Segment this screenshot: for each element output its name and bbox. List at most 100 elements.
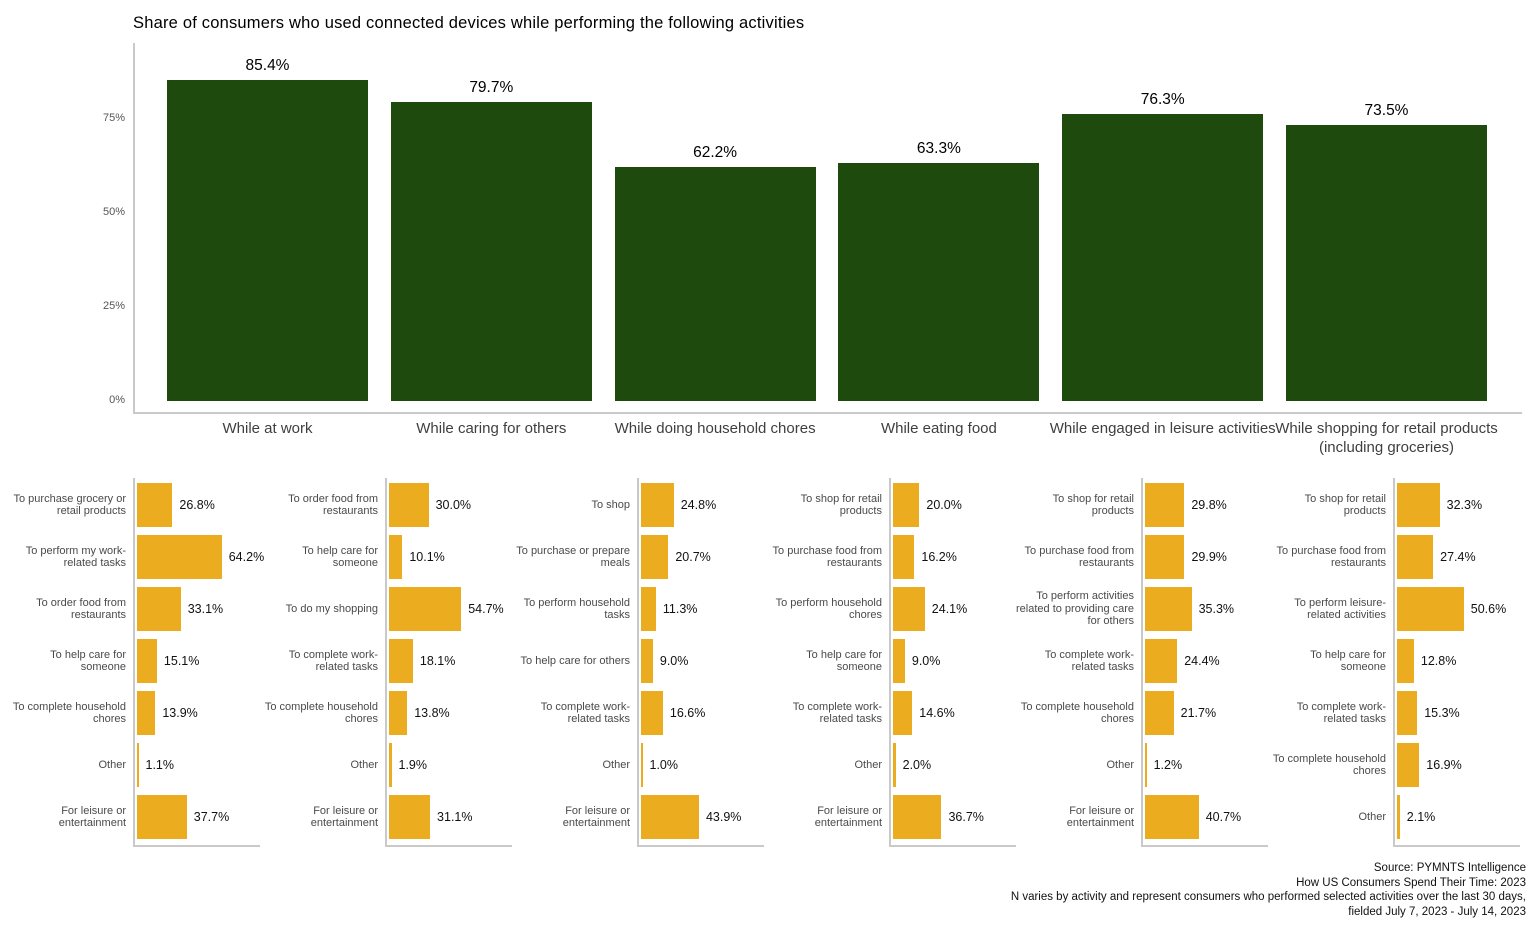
source-line: How US Consumers Spend Their Time: 2023	[1296, 876, 1526, 889]
subchart-category-label: To complete work-related tasks	[1044, 648, 1134, 674]
subchart-category-label: To complete household chores	[1020, 700, 1134, 726]
subchart-bar	[641, 743, 643, 787]
subchart-value-label: 24.1%	[931, 602, 968, 616]
subchart-panel	[385, 478, 512, 847]
subchart-category-label: To complete work-related tasks	[792, 700, 882, 726]
subchart-category-label: To purchase food from restaurants	[1024, 544, 1134, 570]
y-axis-tick-label: 0%	[109, 394, 125, 406]
subchart-category-label: To shop	[591, 498, 630, 511]
subchart-bar	[389, 691, 408, 735]
subchart-panel	[1393, 478, 1520, 847]
subchart-category-label: To help care for someone	[1310, 648, 1386, 674]
subchart-value-label: 50.6%	[1470, 602, 1507, 616]
subchart-value-label: 54.7%	[468, 602, 504, 616]
subchart-value-label: 16.6%	[669, 706, 706, 720]
subchart-bar	[1397, 535, 1434, 579]
subchart-value-label: 12.8%	[1420, 654, 1457, 668]
subchart-category-label: To help care for someone	[302, 544, 378, 570]
bar-value-label: 73.5%	[1364, 102, 1409, 119]
subchart-value-label: 2.0%	[902, 758, 932, 772]
subchart-value-label: 29.9%	[1191, 550, 1227, 564]
subchart-category-label: To help care for someone	[806, 648, 882, 674]
subchart-bar	[137, 483, 173, 527]
subchart-category-label: Other	[602, 758, 630, 771]
subchart-value-label: 35.3%	[1198, 602, 1235, 616]
subchart-bar	[389, 483, 429, 527]
subchart-category-label: Other	[854, 758, 882, 771]
subchart-category-label: Other	[350, 758, 378, 771]
subchart-bar	[1145, 639, 1178, 683]
bar-value-label: 62.2%	[693, 144, 738, 162]
subchart-category-label: To order food from restaurants	[36, 596, 126, 622]
subchart-bar	[893, 691, 913, 735]
subchart-bar	[1145, 795, 1199, 839]
subchart-bar	[1145, 691, 1174, 735]
subchart-value-label: 33.1%	[187, 602, 224, 616]
subchart-category-label: Other	[98, 758, 126, 771]
x-axis-category-label: While at work	[222, 420, 313, 437]
subchart-category-label: Other	[1358, 810, 1386, 823]
source-note: Source: PYMNTS Intelligence How US Consu…	[1011, 861, 1526, 919]
subchart-bar	[1145, 743, 1147, 787]
main-bar	[390, 101, 592, 401]
subchart-category-label: For leisure or entertainment	[58, 804, 126, 830]
subchart-value-label: 1.1%	[145, 758, 175, 772]
subchart-panel	[1141, 478, 1268, 847]
source-line: N varies by activity and represent consu…	[1010, 891, 1526, 904]
x-axis-category-label: While doing household chores	[614, 420, 816, 437]
subchart-value-label: 20.0%	[926, 498, 962, 512]
subchart-category-label: To complete work-related tasks	[1296, 700, 1386, 726]
main-bar	[838, 163, 1040, 401]
subchart-bar	[137, 743, 139, 787]
subchart-bar	[1397, 743, 1420, 787]
subchart-bar	[1397, 795, 1400, 839]
subchart-category-label: To purchase grocery or retail products	[13, 492, 127, 518]
x-axis-category-label: While eating food	[880, 420, 997, 437]
x-axis-category-label: While engaged in leisure activities	[1049, 420, 1276, 437]
subchart-value-label: 15.1%	[163, 654, 200, 668]
subchart-category-label: To perform activities related to providi…	[1016, 590, 1135, 628]
subchart-value-label: 13.8%	[414, 706, 450, 720]
subchart-category-label: To complete household chores	[1272, 752, 1386, 778]
subchart-bar	[641, 483, 674, 527]
bar-value-label: 85.4%	[245, 57, 290, 75]
subchart-bar	[893, 743, 896, 787]
source-line: Source: PYMNTS Intelligence	[1373, 862, 1526, 874]
subchart-category-label: To perform household tasks	[523, 596, 630, 622]
subchart-value-label: 14.6%	[919, 706, 955, 720]
subchart-bar	[1145, 535, 1185, 579]
subchart-value-label: 11.3%	[662, 602, 698, 616]
subchart-panel	[637, 478, 764, 847]
subchart-bar	[893, 587, 925, 631]
main-bar	[1286, 125, 1487, 401]
subchart-bar	[641, 587, 656, 631]
subchart-value-label: 64.2%	[228, 550, 265, 564]
bar-value-label: 79.7%	[469, 78, 514, 96]
subchart-bar	[389, 743, 392, 787]
subchart-value-label: 2.1%	[1406, 810, 1436, 824]
subchart-value-label: 16.2%	[921, 550, 957, 564]
subchart-3: To shop 24.8% To purchase or prepare meals…	[512, 478, 764, 847]
subchart-value-label: 40.7%	[1205, 810, 1242, 824]
subchart-bar	[1145, 483, 1185, 527]
subchart-2: To order food from restaurants 30.0% To he…	[260, 478, 512, 847]
subchart-1: To purchase grocery or retail products 26…	[8, 478, 264, 847]
subchart-value-label: 1.0%	[649, 758, 679, 772]
subchart-bar	[137, 795, 187, 839]
subchart-category-label: For leisure or entertainment	[814, 804, 882, 830]
subchart-value-label: 24.4%	[1184, 654, 1220, 668]
main-chart-panel	[133, 43, 1522, 414]
subchart-category-label: To shop for retail products	[800, 492, 882, 518]
subchart-category-label: To shop for retail products	[1052, 492, 1134, 518]
subchart-category-label: To purchase food from restaurants	[1276, 544, 1386, 570]
subchart-value-label: 9.0%	[659, 654, 689, 668]
subchart-value-label: 30.0%	[435, 498, 472, 512]
subchart-value-label: 36.7%	[948, 810, 984, 824]
subchart-bar	[641, 691, 663, 735]
subchart-bar	[1397, 691, 1418, 735]
subchart-bar	[893, 639, 905, 683]
subchart-value-label: 43.9%	[705, 810, 742, 824]
subchart-category-label: To complete household chores	[12, 700, 126, 726]
subchart-bar	[641, 639, 653, 683]
subchart-category-label: To help care for someone	[50, 648, 126, 674]
